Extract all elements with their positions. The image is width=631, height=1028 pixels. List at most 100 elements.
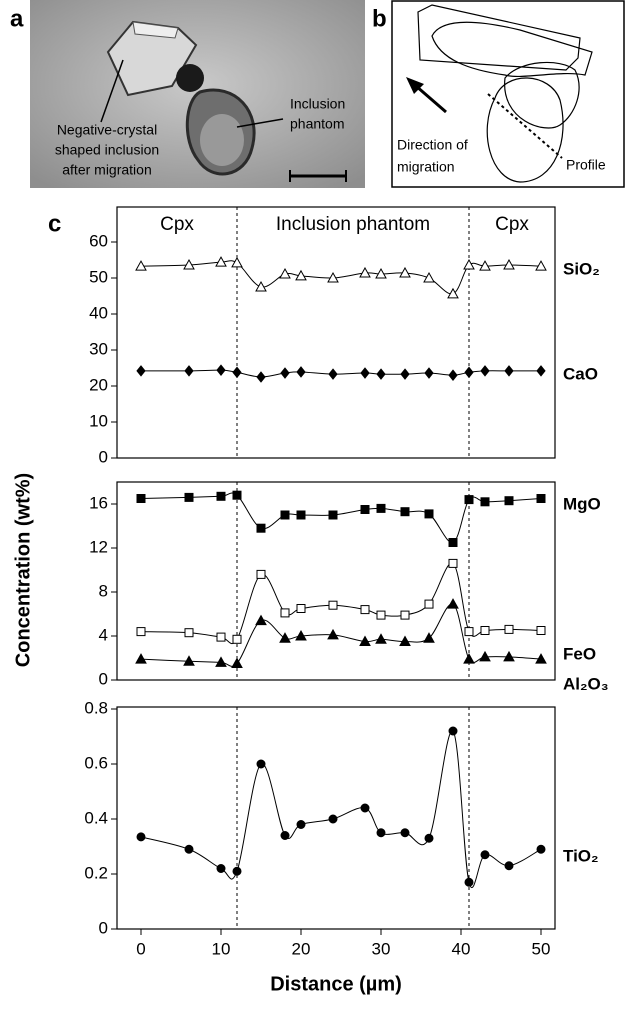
series-label: MgO (563, 494, 601, 513)
marker (184, 365, 194, 377)
marker (328, 600, 338, 610)
annotation: phantom (290, 116, 344, 132)
x-axis-title: Distance (µm) (270, 973, 402, 995)
marker (464, 366, 474, 379)
marker (135, 653, 147, 664)
marker (232, 634, 242, 644)
marker (295, 629, 307, 641)
marker (479, 260, 491, 271)
marker (256, 759, 266, 769)
marker (184, 844, 194, 854)
series-line (140, 260, 542, 295)
y-tick-label: 0 (99, 918, 108, 937)
marker (279, 268, 291, 279)
marker (216, 491, 226, 501)
marker (399, 635, 411, 646)
y-tick-label: 0 (99, 447, 108, 466)
marker (328, 510, 338, 520)
marker (424, 599, 434, 609)
x-tick-label: 50 (532, 939, 551, 958)
marker (447, 287, 459, 299)
y-tick-label: 0 (99, 669, 108, 688)
marker (280, 831, 290, 840)
y-tick-label: 50 (89, 267, 108, 286)
marker (535, 260, 547, 271)
x-tick-label: 30 (372, 939, 391, 958)
marker (400, 828, 410, 838)
marker (423, 271, 435, 283)
marker (183, 655, 195, 666)
region-label: Cpx (495, 214, 529, 235)
marker (184, 628, 194, 638)
annotation: Profile (566, 157, 606, 173)
annotation: shaped inclusion (55, 142, 159, 158)
marker (295, 269, 307, 281)
marker (399, 266, 411, 278)
marker (360, 605, 370, 615)
marker (448, 369, 458, 382)
marker (463, 653, 475, 664)
marker (232, 366, 242, 379)
marker (231, 657, 243, 668)
marker (536, 844, 546, 854)
y-tick-label: 8 (99, 581, 108, 600)
annotation: migration (397, 159, 455, 175)
series-line (140, 603, 542, 667)
marker (376, 503, 386, 513)
marker (296, 510, 306, 520)
y-axis-title: Concentration (wt%) (12, 473, 34, 667)
marker (279, 632, 291, 643)
marker (215, 656, 227, 667)
marker (480, 626, 490, 635)
marker (503, 650, 515, 662)
marker (536, 626, 546, 635)
y-tick-label: 20 (89, 375, 108, 394)
marker (255, 280, 267, 292)
marker (464, 627, 474, 637)
y-tick-label: 0.2 (84, 863, 108, 882)
series-label: CaO (563, 364, 598, 383)
marker (136, 365, 146, 377)
x-tick-label: 40 (452, 939, 471, 958)
marker (328, 368, 338, 380)
marker (447, 598, 459, 609)
marker (232, 490, 242, 500)
marker (503, 259, 515, 270)
marker (480, 497, 490, 507)
marker (280, 510, 290, 520)
marker (136, 494, 146, 503)
marker (504, 624, 514, 634)
series-line (140, 730, 542, 888)
marker (184, 492, 194, 502)
marker (448, 558, 458, 568)
diagram (391, 0, 625, 188)
marker (327, 271, 339, 283)
y-tick-label: 16 (89, 493, 108, 512)
marker (504, 861, 514, 871)
marker (424, 367, 434, 379)
marker (296, 820, 306, 829)
marker (375, 633, 387, 644)
marker (280, 608, 290, 618)
marker (400, 610, 410, 620)
marker (480, 850, 490, 860)
marker (136, 832, 146, 842)
marker (327, 628, 339, 640)
marker (216, 364, 226, 376)
marker (479, 650, 491, 662)
marker (448, 726, 458, 736)
y-tick-label: 60 (89, 231, 108, 250)
marker (463, 259, 475, 270)
marker (328, 814, 338, 824)
marker (535, 653, 547, 664)
marker (232, 866, 242, 876)
plot-frame (116, 481, 556, 681)
x-tick-label: 0 (136, 939, 145, 958)
y-tick-label: 0.6 (84, 753, 108, 772)
marker (255, 614, 267, 626)
x-tick-label: 20 (292, 939, 311, 958)
marker (256, 523, 266, 533)
annotation: after migration (62, 162, 151, 178)
series-label: FeO (563, 644, 596, 663)
marker (359, 266, 371, 278)
